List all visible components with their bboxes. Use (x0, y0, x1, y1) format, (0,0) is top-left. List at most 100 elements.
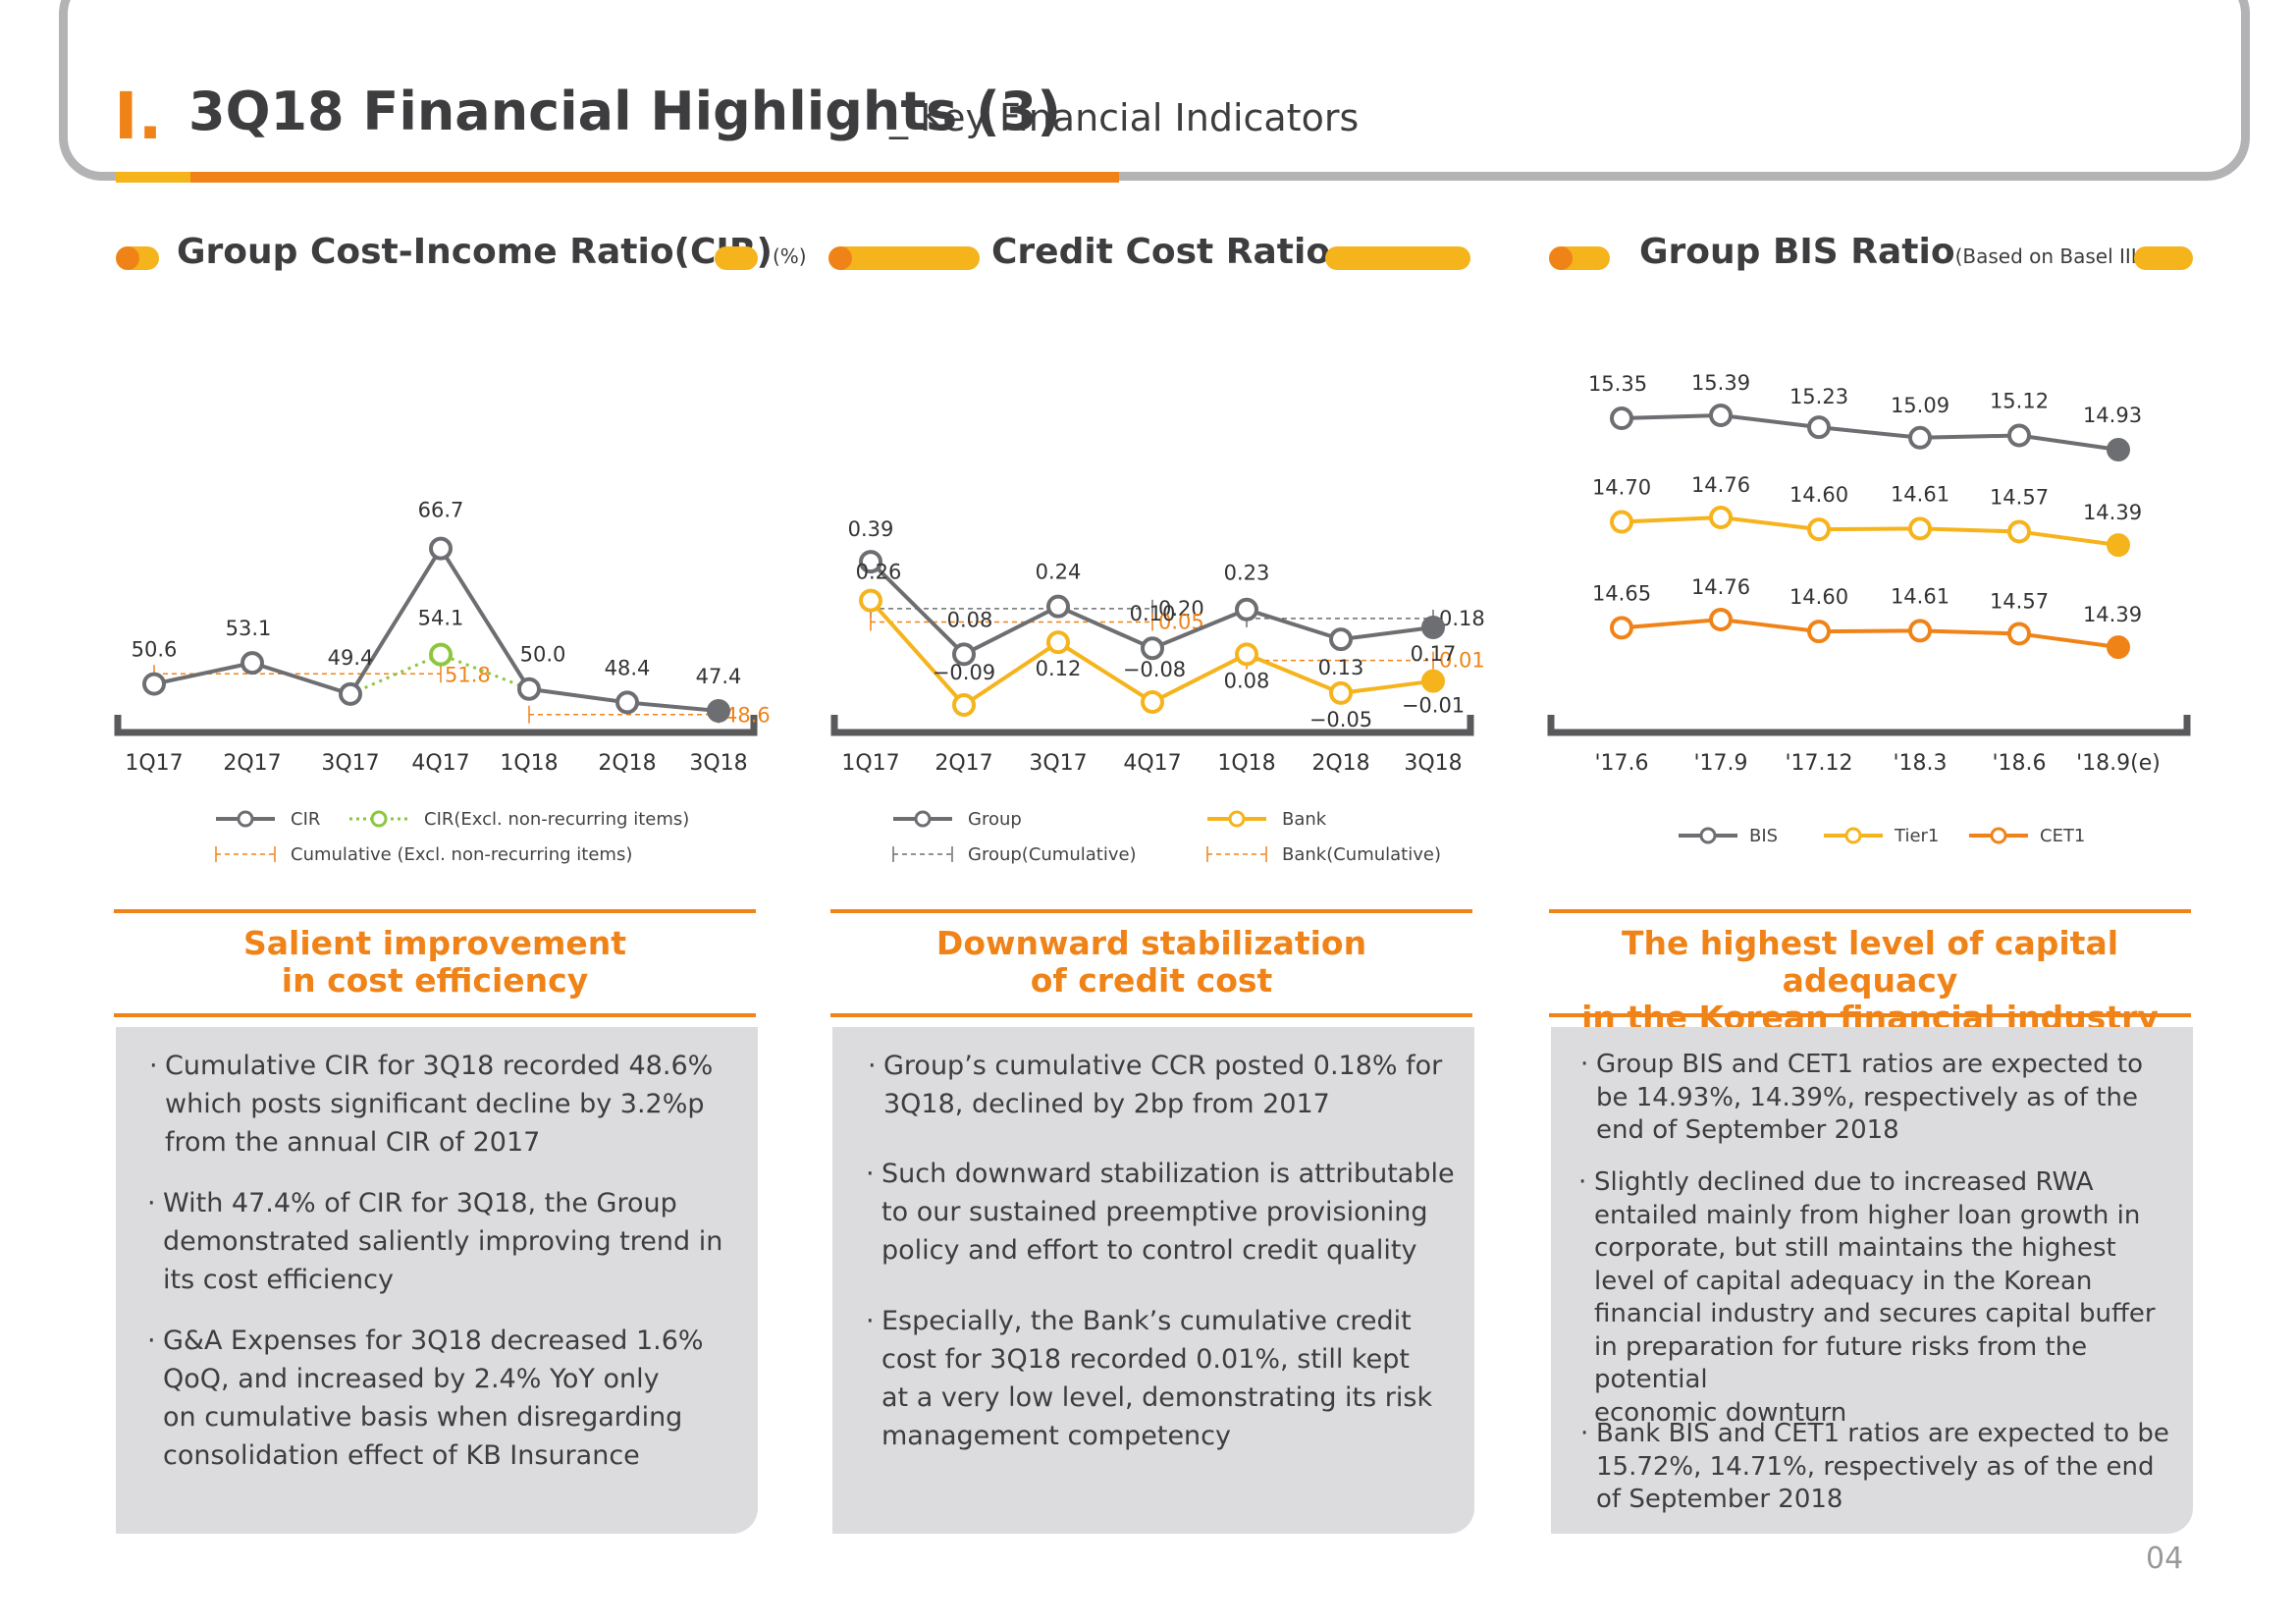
cir-point (240, 651, 264, 676)
legend-label: Bank (1282, 809, 1327, 830)
heading-pill-right (715, 246, 758, 270)
bank-data-label: 0.08 (1224, 669, 1270, 692)
cir-data-label: 50.6 (132, 638, 178, 662)
bank-data-label: 0.26 (856, 561, 902, 584)
legend-label: CET1 (2040, 826, 2085, 846)
header-accent-bar (116, 172, 190, 183)
x-axis-bracket (1547, 715, 2191, 736)
legend-cet1-marker (1990, 827, 2007, 844)
bullet-item: · Bank BIS and CET1 ratios are expected … (1580, 1419, 2169, 1514)
bank-point (1329, 680, 1353, 705)
cet1-point (1908, 619, 1932, 643)
cir-data-label: 49.4 (328, 646, 374, 670)
bullet-item: · With 47.4% of CIR for 3Q18, the Group d… (147, 1188, 723, 1295)
bank-point (952, 693, 976, 717)
ccr-heading: Credit Cost Ratio (%) (991, 232, 1376, 272)
cir-data-label: 50.0 (520, 643, 566, 667)
cet1-data-label: 14.61 (1891, 584, 1949, 608)
bis-data-label: 15.09 (1891, 394, 1949, 417)
bis-point (2107, 437, 2130, 461)
x-tick-label: '18.9(e) (2076, 751, 2161, 776)
bank-data-label: −0.09 (933, 661, 995, 684)
tier1-data-label: 14.76 (1691, 473, 1750, 497)
x-tick-label: 4Q17 (411, 751, 469, 776)
bis-data-label: 15.39 (1691, 371, 1750, 395)
tier1-data-label: 14.61 (1891, 482, 1949, 506)
tier1-data-label: 14.70 (1592, 476, 1651, 500)
group-point (1421, 615, 1445, 639)
cet1-data-label: 14.65 (1592, 581, 1651, 605)
bank-point (1046, 630, 1070, 655)
x-tick-label: 3Q17 (321, 751, 379, 776)
tier1-data-label: 14.39 (2083, 501, 2142, 524)
group-point (1329, 627, 1353, 652)
bis-data-label: 15.35 (1588, 372, 1647, 396)
x-tick-label: 3Q18 (689, 751, 747, 776)
group-point (1235, 597, 1258, 622)
bullet-item: · G&A Expenses for 3Q18 decreased 1.6% Qo… (147, 1326, 704, 1471)
tier1-point (1709, 506, 1733, 529)
tier1-series-line (1621, 514, 2119, 548)
cet1-point (2007, 622, 2031, 646)
group-point (1141, 636, 1164, 661)
bis-point (1807, 415, 1831, 440)
tier1-point (1610, 510, 1633, 534)
legend-label: Tier1 (1894, 826, 1939, 846)
group-data-label: 0.23 (1224, 562, 1270, 585)
cir-excl-series-line (349, 652, 530, 696)
bank-data-label: −0.01 (1402, 694, 1465, 718)
bis-series-line (1621, 412, 2119, 452)
bis-point (1709, 404, 1733, 427)
cir-excl-point (429, 642, 453, 667)
cir-data-label: 48.4 (605, 656, 651, 679)
group-point (952, 642, 976, 667)
legend-label: Group (968, 809, 1022, 830)
cir-data-label: 66.7 (418, 499, 464, 522)
legend-bank-marker (1228, 810, 1246, 828)
cet1-data-label: 14.39 (2083, 603, 2142, 626)
legend-label: Cumulative (Excl. non-recurring items) (291, 844, 632, 865)
legend-tier1-marker (1844, 827, 1862, 844)
x-tick-label: 3Q17 (1029, 751, 1087, 776)
bis-notes-box: · Group BIS and CET1 ratios are expected… (1551, 1027, 2193, 1534)
legend-cir-excl-marker (370, 810, 388, 828)
x-tick-label: '17.9 (1693, 751, 1747, 776)
tier1-data-label: 14.57 (1990, 485, 2049, 509)
tier1-point (1807, 517, 1831, 542)
tier1-point (1908, 516, 1932, 541)
heading-pill-right (2134, 246, 2193, 270)
cet1-series-line (1621, 617, 2119, 650)
cumulative-label: 51.8 (445, 663, 491, 686)
cir-point (517, 677, 541, 701)
cumulative-label: 0.20 (1158, 597, 1204, 621)
bullet-item: · Group BIS and CET1 ratios are expected… (1580, 1050, 2143, 1145)
ccr-notes-box: · Group’s cumulative CCR posted 0.18% fo… (832, 1027, 1474, 1534)
bis-data-label: 15.23 (1789, 385, 1848, 408)
cir-notes-box: · Cumulative CIR for 3Q18 recorded 48.6%… (116, 1027, 758, 1534)
legend-label: Group(Cumulative) (968, 844, 1137, 865)
bank-point (1421, 669, 1445, 693)
cet1-data-label: 14.76 (1691, 575, 1750, 599)
section-number: I. (114, 79, 163, 154)
cir-point (339, 681, 362, 706)
bank-data-label: −0.08 (1123, 658, 1186, 681)
cir-chart: 1Q17 2Q17 3Q17 4Q17 1Q18 2Q18 3Q18 51.8 48.6 50.6… (114, 499, 771, 865)
group-data-label: 0.24 (1036, 561, 1082, 584)
cir-point (429, 536, 453, 561)
bis-chart: '17.6 '17.9 '17.12 '18.3 '18.6 '18.9(e) 15.35 1… (1547, 371, 2191, 846)
cir-point (707, 699, 730, 723)
x-tick-label: 2Q18 (1311, 751, 1369, 776)
x-tick-label: '17.12 (1785, 751, 1852, 776)
x-tick-label: 1Q18 (500, 751, 558, 776)
bank-point (859, 588, 882, 613)
page-title: 3Q18 Financial Highlights (3) (188, 81, 1062, 142)
cumulative-label: 0.18 (1439, 607, 1485, 630)
bullet-item: · Slightly declined due to increased RWA… (1578, 1167, 2156, 1428)
cir-excl-data-label: 54.1 (418, 607, 464, 630)
legend-cir-marker (237, 810, 254, 828)
x-tick-label: 1Q18 (1217, 751, 1275, 776)
bis-section-title: The highest level of capital adequacy in … (1549, 909, 2191, 1037)
group-data-label: 0.17 (1411, 642, 1457, 666)
bank-point (1235, 642, 1258, 667)
group-point (859, 550, 882, 574)
